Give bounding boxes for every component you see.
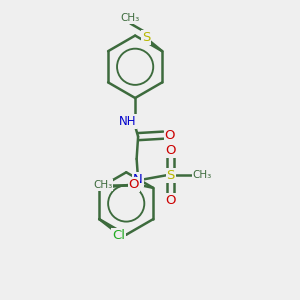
- Text: CH₃: CH₃: [121, 13, 140, 23]
- Text: O: O: [166, 143, 176, 157]
- Text: S: S: [167, 169, 175, 182]
- Text: O: O: [166, 194, 176, 207]
- Text: Cl: Cl: [112, 229, 125, 242]
- Text: CH₃: CH₃: [192, 170, 212, 180]
- Text: N: N: [133, 173, 143, 186]
- Text: S: S: [142, 31, 150, 44]
- Text: CH₃: CH₃: [93, 180, 112, 190]
- Text: O: O: [165, 129, 175, 142]
- Text: NH: NH: [119, 115, 136, 128]
- Text: O: O: [129, 178, 139, 191]
